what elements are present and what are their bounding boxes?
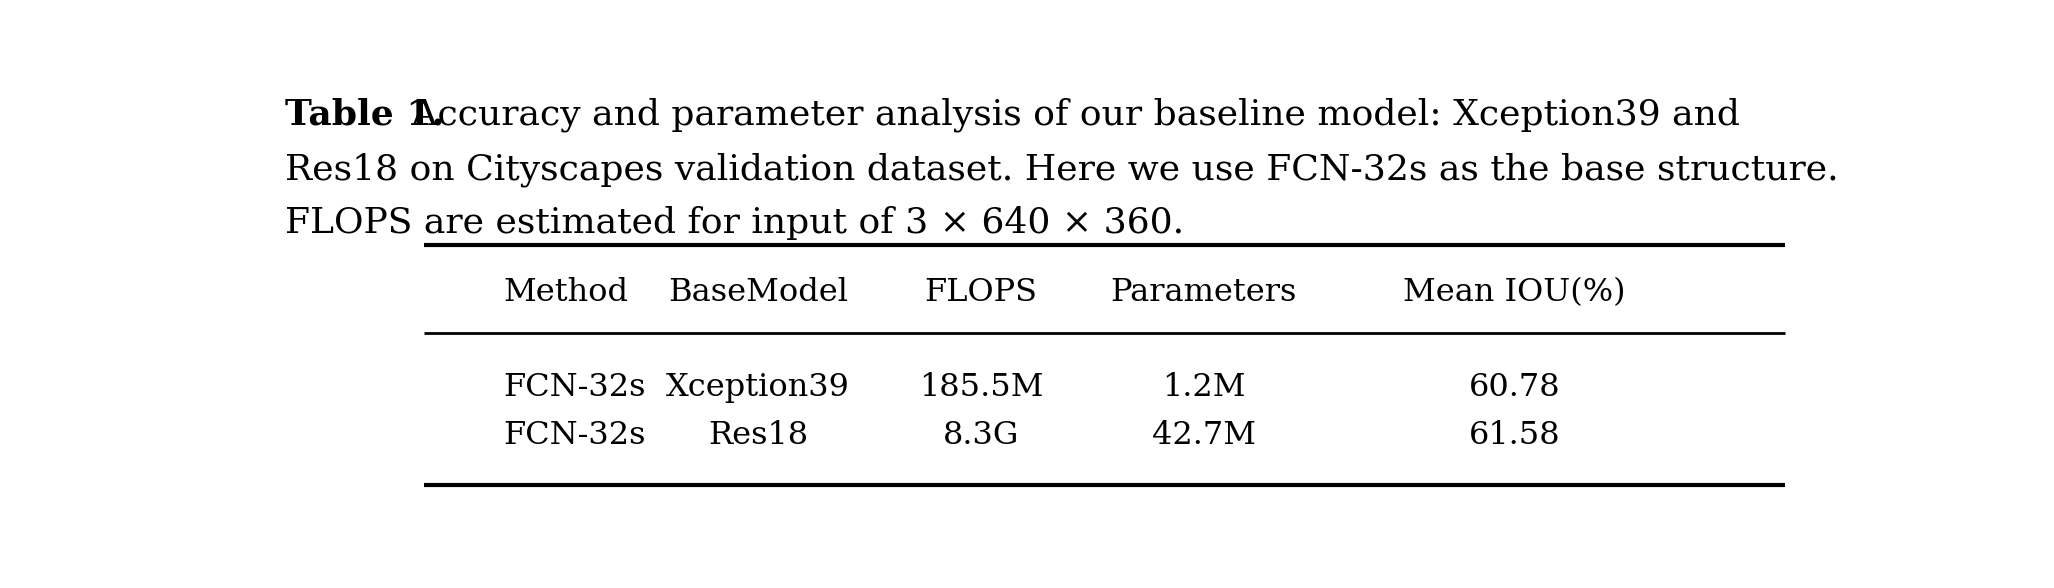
- Text: FLOPS: FLOPS: [924, 277, 1037, 308]
- Text: Accuracy and parameter analysis of our baseline model: Xception39 and: Accuracy and parameter analysis of our b…: [401, 98, 1740, 132]
- Text: FCN-32s: FCN-32s: [503, 419, 647, 450]
- Text: 60.78: 60.78: [1469, 372, 1561, 403]
- Text: Res18 on Cityscapes validation dataset. Here we use FCN-32s as the base structur: Res18 on Cityscapes validation dataset. …: [286, 152, 1838, 186]
- Text: Table 1.: Table 1.: [286, 98, 444, 132]
- Text: 185.5M: 185.5M: [918, 372, 1043, 403]
- Text: BaseModel: BaseModel: [668, 277, 848, 308]
- Text: Mean IOU(%): Mean IOU(%): [1403, 277, 1625, 308]
- Text: FCN-32s: FCN-32s: [503, 372, 647, 403]
- Text: Method: Method: [503, 277, 629, 308]
- Text: Xception39: Xception39: [665, 372, 850, 403]
- Text: Res18: Res18: [709, 419, 807, 450]
- Text: FLOPS are estimated for input of 3 × 640 × 360.: FLOPS are estimated for input of 3 × 640…: [286, 206, 1185, 240]
- Text: 42.7M: 42.7M: [1152, 419, 1255, 450]
- Text: Parameters: Parameters: [1111, 277, 1296, 308]
- Text: 1.2M: 1.2M: [1163, 372, 1245, 403]
- Text: 61.58: 61.58: [1469, 419, 1561, 450]
- Text: 8.3G: 8.3G: [943, 419, 1019, 450]
